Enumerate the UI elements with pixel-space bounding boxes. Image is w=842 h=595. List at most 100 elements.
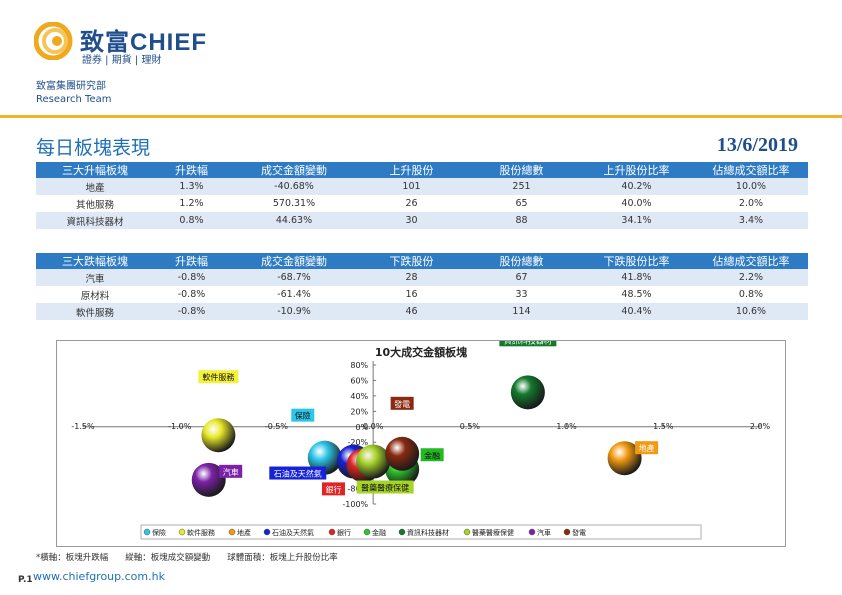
table-cell: 570.31%	[229, 195, 359, 212]
legend-label: 發電	[572, 528, 586, 537]
data-label-box	[219, 464, 243, 478]
table-cell: -68.7%	[229, 269, 359, 286]
legend-marker	[463, 528, 471, 536]
table-cell: 48.5%	[579, 286, 694, 303]
data-label-box	[269, 466, 327, 480]
table-cell: 原材料	[36, 286, 154, 303]
legend-label: 軟件服務	[187, 528, 215, 537]
legend-label: 金融	[372, 528, 386, 537]
column-header: 股份總數	[464, 253, 579, 269]
legend-marker	[263, 528, 271, 536]
y-tick-label: 80%	[350, 361, 368, 370]
table-row: 資訊科技器材 0.8% 44.63% 30 88 34.1% 3.4%	[36, 212, 808, 229]
x-tick-label: 0.5%	[460, 422, 481, 431]
department-cn: 致富集團研究部	[36, 81, 106, 92]
table-row: 地產 1.3% -40.68% 101 251 40.2% 10.0%	[36, 178, 808, 195]
column-header: 三大跌幅板塊	[36, 253, 154, 269]
table-cell: 汽車	[36, 269, 154, 286]
data-label: 銀行	[325, 484, 341, 494]
column-header: 升跌幅	[154, 162, 229, 178]
bubble-醫藥醫療保健	[356, 444, 391, 479]
table-cell: 44.63%	[229, 212, 359, 229]
legend-label: 石油及天然氣	[272, 528, 314, 537]
table-cell: 33	[464, 286, 579, 303]
table-cell: -61.4%	[229, 286, 359, 303]
data-label: 汽車	[223, 467, 239, 477]
data-label: 發電	[394, 400, 410, 409]
brand-subtitle: 證券 | 期貨 | 理財	[82, 55, 162, 66]
table-cell: -0.8%	[154, 303, 229, 320]
table-cell: -10.9%	[229, 303, 359, 320]
data-label-box	[356, 480, 414, 494]
table-cell: 251	[464, 178, 579, 195]
bubble-發電	[385, 436, 420, 471]
x-tick-label: 1.5%	[653, 422, 674, 431]
table-cell: 41.8%	[579, 269, 694, 286]
bubble-地產	[607, 441, 642, 476]
table-cell: -0.8%	[154, 269, 229, 286]
table-cell: 10.6%	[694, 303, 808, 320]
y-tick-label: 0%	[355, 423, 368, 432]
table-row: 汽車 -0.8% -68.7% 28 67 41.8% 2.2%	[36, 269, 808, 286]
data-label-box	[321, 482, 345, 496]
table-row: 原材料 -0.8% -61.4% 16 33 48.5% 0.8%	[36, 286, 808, 303]
table-cell: 34.1%	[579, 212, 694, 229]
y-tick-label: 40%	[350, 392, 368, 401]
data-label: 醫藥醫療保健	[361, 483, 409, 493]
data-label: 石油及天然氣	[274, 469, 322, 479]
x-tick-label: 1.0%	[556, 422, 577, 431]
table-cell: 2.0%	[694, 195, 808, 212]
data-label-box	[420, 448, 444, 462]
legend-marker	[178, 528, 186, 536]
department-en: Research Team	[36, 94, 112, 105]
table-cell: 26	[359, 195, 464, 212]
table-cell: 28	[359, 269, 464, 286]
table-cell: 40.4%	[579, 303, 694, 320]
x-tick-label: -1.5%	[71, 422, 95, 431]
data-label: 資訊科技器材	[504, 341, 552, 345]
y-tick-label: 20%	[350, 407, 368, 416]
legend-label: 醫藥醫療保健	[472, 528, 514, 537]
table-cell: 114	[464, 303, 579, 320]
table-cell: 0.8%	[694, 286, 808, 303]
bubble-資訊科技器材	[510, 375, 545, 410]
x-tick-label: -1.0%	[168, 422, 192, 431]
data-label: 軟件服務	[202, 372, 234, 382]
column-header: 成交金額變動	[229, 162, 359, 178]
chart-title: 10大成交金額板塊	[375, 345, 467, 359]
data-label-box	[291, 408, 315, 422]
column-header: 上升股份	[359, 162, 464, 178]
legend-marker	[143, 528, 151, 536]
chief-logo-icon	[34, 22, 73, 60]
page-number: P.1	[18, 575, 33, 585]
bubble-chart-svg: 10大成交金額板塊 -1.5% -1.0% -0.5% 0.0% 0.5% 1.0% 1.5%…	[71, 341, 771, 540]
column-header: 升跌幅	[154, 253, 229, 269]
legend-marker	[328, 528, 336, 536]
legend-box	[140, 524, 702, 540]
top-gainers-table: 三大升幅板塊 升跌幅 成交金額變動 上升股份 股份總數 上升股份比率 佔總成交額…	[36, 162, 808, 229]
x-tick-label: 2.0%	[750, 422, 771, 431]
data-label-box	[390, 396, 414, 410]
table-cell: 40.0%	[579, 195, 694, 212]
column-header: 佔總成交額比率	[694, 162, 808, 178]
header-divider	[0, 115, 842, 118]
y-tick-label: -20%	[347, 438, 368, 447]
column-header: 三大升幅板塊	[36, 162, 154, 178]
table-cell: 65	[464, 195, 579, 212]
legend-marker	[528, 528, 536, 536]
table-cell: -0.8%	[154, 286, 229, 303]
report-date: 13/6/2019	[716, 134, 798, 156]
column-header: 下跌股份比率	[579, 253, 694, 269]
bubble-保險	[307, 440, 342, 475]
bubble-汽車	[191, 462, 226, 497]
table-cell: 88	[464, 212, 579, 229]
x-tick-label: 0.0%	[363, 422, 384, 431]
table-cell: 地產	[36, 178, 154, 195]
website-link[interactable]: www.chiefgroup.com.hk	[33, 570, 165, 583]
table-row: 其他服務 1.2% 570.31% 26 65 40.0% 2.0%	[36, 195, 808, 212]
data-label-box	[198, 370, 239, 384]
brand-name: 致富CHIEF	[80, 29, 207, 56]
top-losers-table: 三大跌幅板塊 升跌幅 成交金額變動 下跌股份 股份總數 下跌股份比率 佔總成交額…	[36, 253, 808, 320]
column-header: 下跌股份	[359, 253, 464, 269]
table-cell: 2.2%	[694, 269, 808, 286]
